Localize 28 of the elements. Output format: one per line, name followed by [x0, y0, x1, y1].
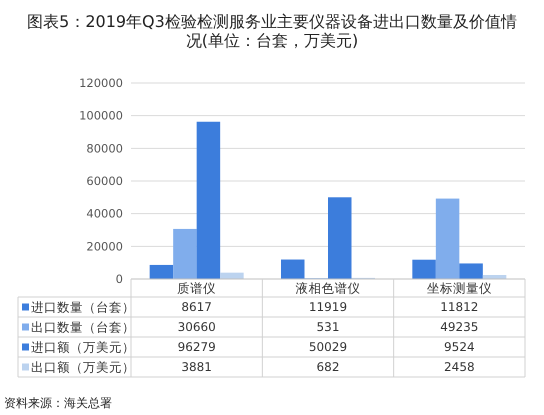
data-label: 2458 [444, 360, 475, 374]
chart-title: 图表5：2019年Q3检验检测服务业主要仪器设备进出口数量及价值情况(单位：台套，万美元) [26, 12, 518, 50]
data-label: 8617 [181, 300, 212, 314]
y-tick-label: 60000 [86, 174, 123, 188]
legend-label: 出口数量（台套） [31, 320, 135, 334]
data-label: 96279 [178, 340, 216, 354]
data-label: 11812 [440, 300, 478, 314]
data-label: 531 [316, 320, 340, 334]
y-tick-label: 100000 [79, 108, 123, 123]
data-label: 30660 [178, 320, 216, 334]
x-tick-label: 液相色谱仪 [296, 280, 360, 296]
legend-label: 进口数量（台套） [31, 300, 135, 314]
data-label: 50029 [308, 340, 348, 354]
data-label: 682 [316, 360, 340, 374]
x-tick-label: 坐标测量仪 [426, 280, 492, 296]
legend-label: 进口额（万美元） [31, 340, 135, 354]
y-tick-label: 40000 [86, 206, 123, 221]
data-label: 3881 [181, 360, 212, 374]
y-tick-label: 20000 [86, 239, 123, 254]
data-label: 9524 [444, 340, 475, 354]
y-tick-label: 0 [116, 272, 123, 286]
legend-label: 出口额（万美元） [31, 360, 135, 374]
y-tick-label: 120000 [79, 76, 123, 90]
data-label: 49235 [440, 320, 478, 334]
text: 资料来源：海关总署 [4, 395, 112, 412]
data-label: 11919 [308, 300, 348, 314]
y-tick-label: 80000 [86, 141, 123, 156]
x-tick-label: 质谱仪 [177, 280, 216, 296]
